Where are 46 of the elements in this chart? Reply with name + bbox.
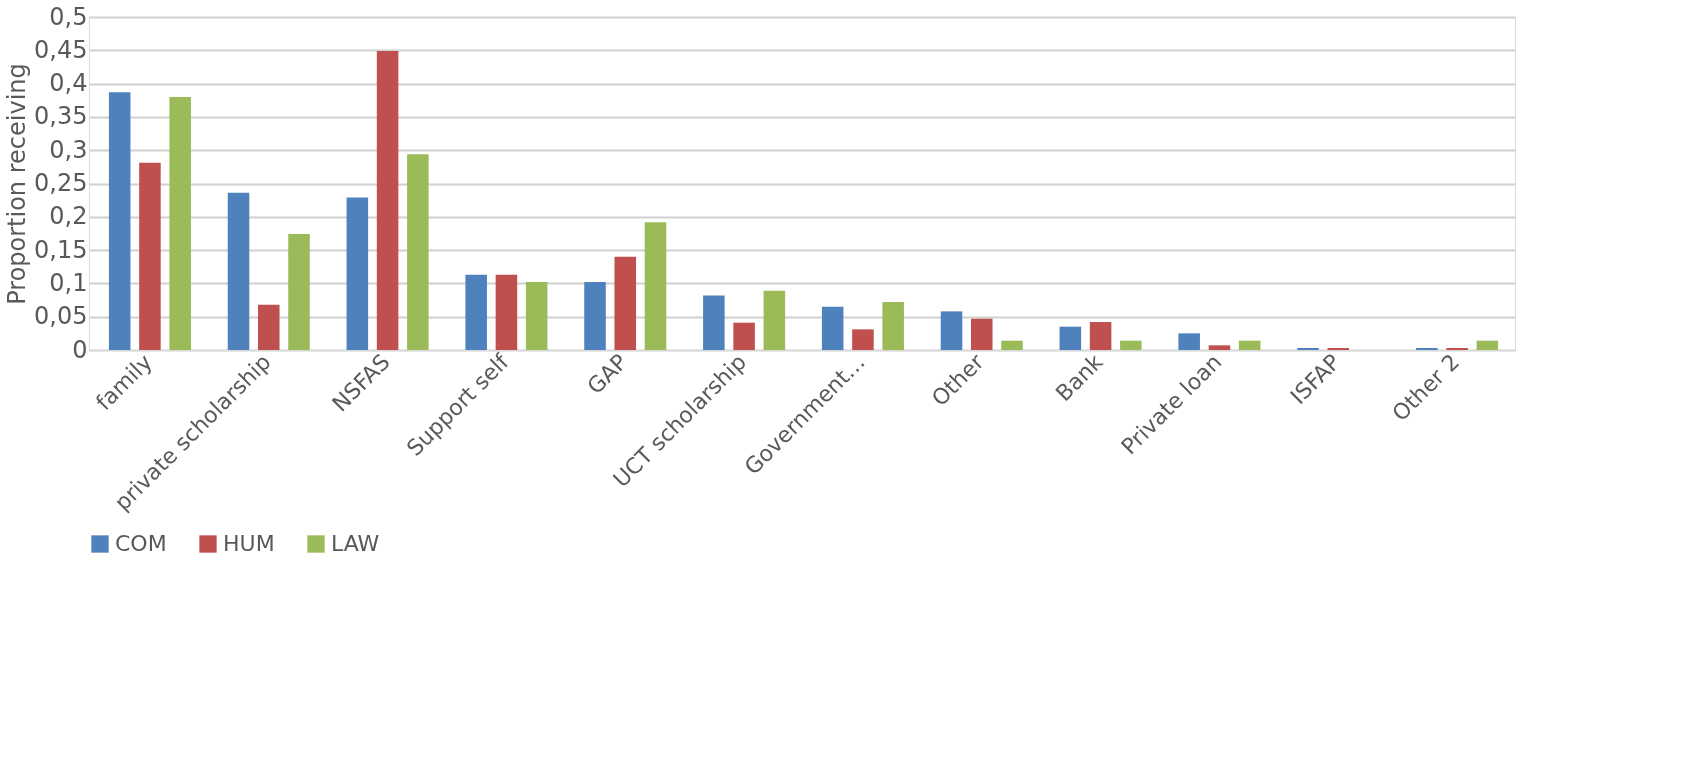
legend-label: LAW [331,531,380,556]
bar [407,154,429,350]
bar [288,234,310,350]
bar [970,318,993,350]
bar [1208,345,1231,350]
bar [525,282,548,350]
y-tick-label: 0,05 [34,302,88,331]
bar [227,192,250,350]
bar [139,162,161,350]
y-tick-label: 0,5 [49,2,88,31]
bar [614,256,637,350]
bar [1001,340,1023,350]
y-tick-label: 0,4 [49,69,88,98]
y-tick-label: 0,3 [49,135,88,164]
bar [257,304,280,350]
y-tick-label: 0,1 [49,268,88,297]
bar [495,274,518,350]
bar [733,322,755,350]
bar [346,197,369,350]
bar [763,290,786,350]
bar [703,295,725,350]
y-tick-label: 0,45 [34,35,88,64]
bar [1238,340,1261,350]
bar [644,222,667,350]
legend-label: COM [115,531,167,556]
y-tick-label: 0,25 [34,169,88,197]
bar [1059,326,1082,350]
bar [821,306,844,350]
bar [169,96,191,350]
y-tick-label: 0 [72,335,88,364]
bar [1178,333,1200,350]
bar [465,274,487,350]
y-tick-label: 0,35 [34,102,88,131]
bar [852,329,874,350]
y-tick-label: 0,15 [34,235,88,264]
bar [584,282,606,350]
bar [108,92,131,350]
y-tick-label: 0,2 [49,202,88,231]
y-axis-title: Proportion receiving [3,63,32,305]
bar [1120,340,1142,350]
bar [1089,322,1112,350]
bar [940,311,963,350]
legend-label: HUM [223,531,275,556]
bar [376,50,399,350]
bar [1476,340,1499,350]
bar [882,302,904,350]
